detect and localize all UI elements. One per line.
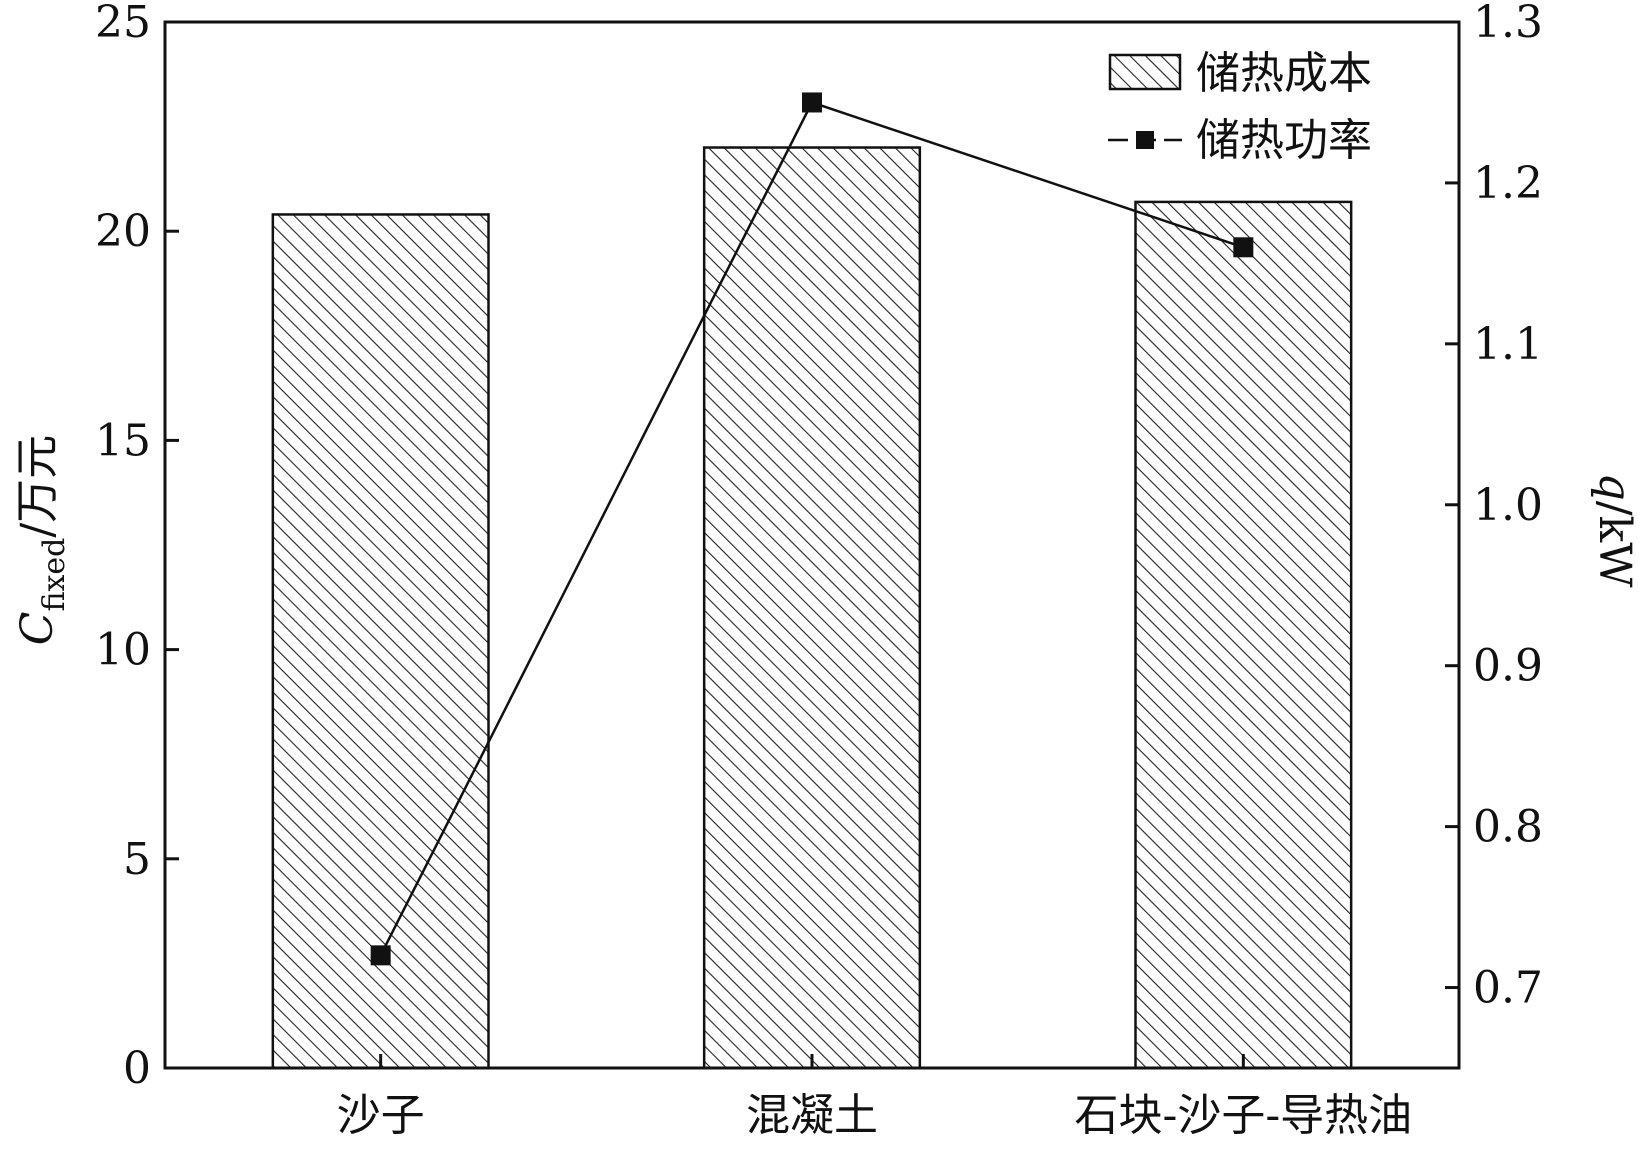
legend-label-power: 储热功率 <box>1196 115 1372 166</box>
left-tick-label-4: 20 <box>95 206 151 257</box>
bar-0 <box>271 213 490 1070</box>
x-category-label-2: 石块-沙子-导热油 <box>1074 1090 1412 1141</box>
x-axis-ticks: 沙子 混凝土 石块-沙子-导热油 <box>337 1054 1412 1141</box>
right-tick-label-1: 0.8 <box>1473 802 1543 853</box>
right-tick-label-5: 1.2 <box>1473 158 1543 209</box>
right-tick-label-4: 1.1 <box>1473 319 1543 370</box>
left-tick-label-5: 25 <box>95 0 151 48</box>
bar-1 <box>702 146 922 1070</box>
left-tick-label-0: 0 <box>123 1043 151 1094</box>
bars-layer <box>271 146 1353 1070</box>
right-axis-label: q/kW <box>1589 473 1639 589</box>
power-marker-2 <box>1233 237 1254 258</box>
right-tick-label-6: 1.3 <box>1473 0 1543 48</box>
left-tick-label-1: 5 <box>123 834 151 885</box>
bar-2 <box>1134 200 1353 1070</box>
legend-label-cost: 储热成本 <box>1196 48 1372 99</box>
legend-marker-swatch <box>1136 131 1154 149</box>
power-marker-0 <box>370 945 391 966</box>
left-tick-label-3: 15 <box>95 415 151 466</box>
power-marker-1 <box>802 92 822 113</box>
left-axis-label: Cfixed/万元 <box>12 435 72 645</box>
right-tick-label-0: 0.7 <box>1473 963 1543 1014</box>
x-category-label-0: 沙子 <box>337 1090 425 1141</box>
x-category-label-1: 混凝土 <box>746 1090 878 1141</box>
power-line-layer <box>370 92 1254 966</box>
right-tick-label-3: 1.0 <box>1473 480 1543 531</box>
left-tick-label-2: 10 <box>95 625 151 676</box>
right-tick-label-2: 0.9 <box>1473 641 1543 692</box>
right-axis-ticks: 0.7 0.8 0.9 1.0 1.1 1.2 1.3 <box>1445 0 1543 1014</box>
left-axis-ticks: 0 5 10 15 20 25 <box>95 0 179 1094</box>
legend: 储热成本 储热功率 <box>1108 48 1372 166</box>
legend-bar-swatch <box>1108 53 1182 91</box>
